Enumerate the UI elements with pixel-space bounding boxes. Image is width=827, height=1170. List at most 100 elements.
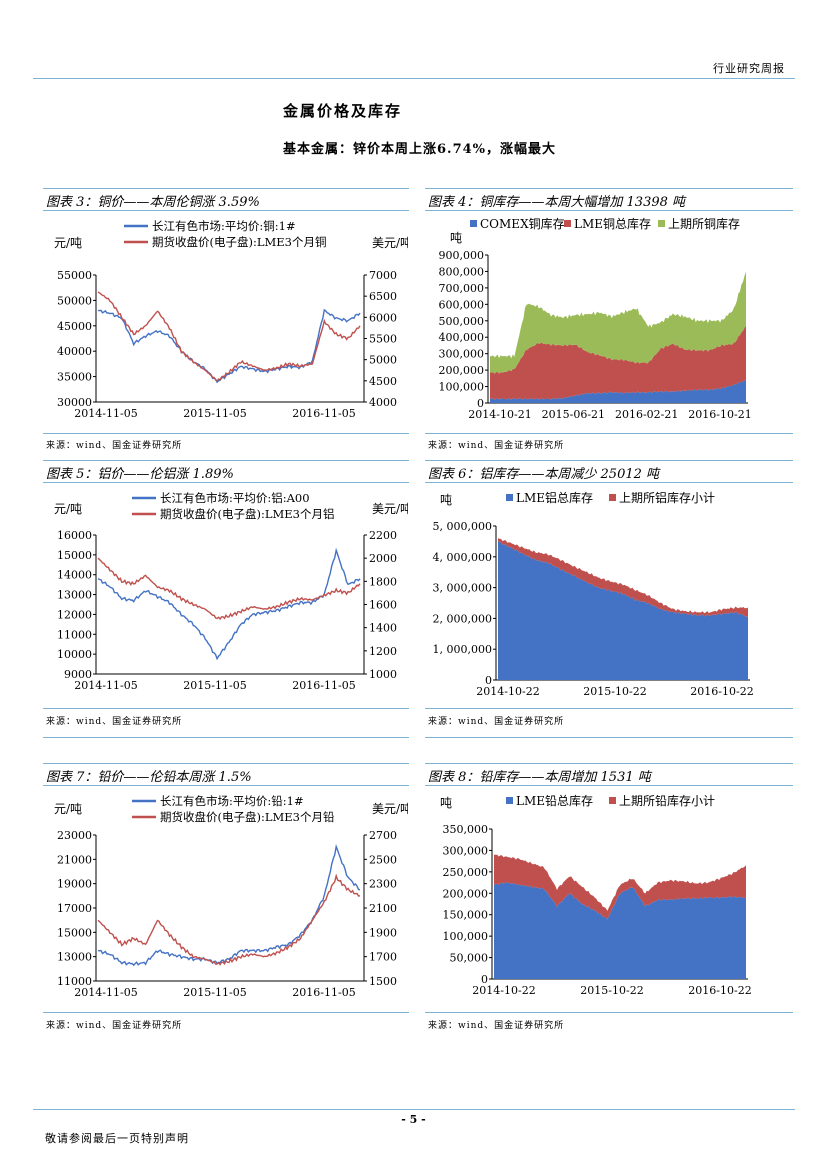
y-tick-label: 40000 bbox=[57, 345, 92, 358]
chart-aluminum-price: 1600015000140001300012000110001000090002… bbox=[54, 491, 408, 692]
y-tick-label: 200,000 bbox=[439, 364, 485, 377]
y2-tick-label: 2000 bbox=[369, 552, 397, 565]
y-unit-label: 元/吨 bbox=[54, 236, 82, 250]
figure-5-caption: 图表 5：铝价——伦铝涨 1.89% bbox=[46, 467, 234, 482]
y-tick-label: 150,000 bbox=[443, 909, 489, 922]
y-tick-label: 13000 bbox=[57, 589, 92, 602]
legend-label: 长江有色市场:平均价:铜:1# bbox=[152, 219, 296, 233]
x-tick-label: 2014-11-05 bbox=[74, 407, 137, 420]
x-tick-label: 2014-10-21 bbox=[468, 408, 531, 421]
y-tick-label: 21000 bbox=[57, 853, 92, 866]
legend-label: 期货收盘价(电子盘):LME3个月铜 bbox=[152, 235, 326, 249]
x-tick-label: 2016-11-05 bbox=[292, 407, 355, 420]
y-tick-label: 0 bbox=[481, 973, 488, 986]
legend-label: 上期所铝库存小计 bbox=[619, 490, 715, 505]
series-area-0 bbox=[498, 541, 748, 680]
y-tick-label: 600,000 bbox=[439, 298, 485, 311]
legend-label: 期货收盘价(电子盘):LME3个月铅 bbox=[160, 810, 335, 824]
x-tick-label: 2016-10-21 bbox=[688, 408, 751, 421]
y-tick-label: 9000 bbox=[64, 668, 92, 681]
x-tick-label: 2015-11-05 bbox=[183, 407, 246, 420]
y-tick-label: 200,000 bbox=[443, 887, 489, 900]
y-tick-label: 2, 000,000 bbox=[433, 612, 492, 625]
series-area-1 bbox=[490, 325, 746, 400]
y2-tick-label: 2700 bbox=[369, 829, 397, 842]
figure-6-source: 来源：wind、国金证券研究所 bbox=[428, 717, 565, 727]
legend-swatch bbox=[470, 220, 477, 227]
y2-unit-label: 美元/吨 bbox=[372, 236, 408, 250]
series-area-1 bbox=[494, 854, 746, 920]
legend-swatch bbox=[609, 494, 616, 501]
chart-aluminum-inventory: 5, 000,000 4, 000,000 3, 000,000 2, 000,000… bbox=[433, 490, 754, 698]
y-tick-label: 100,000 bbox=[439, 381, 485, 394]
series-line-lme bbox=[97, 557, 361, 621]
y-tick-label: 400,000 bbox=[439, 331, 485, 344]
y-tick-label: 700,000 bbox=[439, 282, 485, 295]
legend-label: 上期所铜库存 bbox=[668, 216, 740, 231]
footer-rule bbox=[33, 1109, 795, 1110]
x-tick-label: 2015-11-05 bbox=[183, 679, 246, 692]
series-line-changjiang bbox=[97, 844, 361, 967]
x-tick-label: 2014-10-22 bbox=[476, 685, 539, 698]
x-tick-label: 2014-11-05 bbox=[74, 679, 137, 692]
figure-8-source: 来源：wind、国金证券研究所 bbox=[428, 1021, 565, 1031]
series-area-1 bbox=[498, 538, 748, 617]
y-tick-label: 16000 bbox=[57, 529, 92, 542]
x-tick-label: 2016-10-22 bbox=[688, 984, 751, 997]
y-unit-label: 吨 bbox=[440, 493, 452, 507]
y-tick-label: 250,000 bbox=[443, 866, 489, 879]
y-tick-label: 19000 bbox=[57, 878, 92, 891]
y-tick-label: 0 bbox=[485, 674, 492, 687]
chart-copper-price: 55000 50000 45000 40000 35000 30000 7000 6500 60… bbox=[54, 219, 408, 420]
y-tick-label: 900,000 bbox=[439, 249, 485, 262]
y-tick-label: 35000 bbox=[57, 371, 92, 384]
y2-tick-label: 2200 bbox=[369, 529, 397, 542]
y-tick-label: 10000 bbox=[57, 648, 92, 661]
series-area-2 bbox=[490, 271, 746, 374]
y2-tick-label: 1800 bbox=[369, 575, 397, 588]
y2-tick-label: 2300 bbox=[369, 878, 397, 891]
y2-tick-label: 1700 bbox=[369, 951, 397, 964]
legend-label: COMEX铜库存 bbox=[480, 216, 565, 231]
y-tick-label: 50000 bbox=[57, 294, 92, 307]
y-tick-label: 17000 bbox=[57, 902, 92, 915]
y-tick-label: 5, 000,000 bbox=[433, 520, 492, 533]
y-tick-label: 12000 bbox=[57, 608, 92, 621]
y-tick-label: 30000 bbox=[57, 396, 92, 409]
y-tick-label: 4, 000,000 bbox=[433, 551, 492, 564]
section-subtitle: 基本金属：锌价本周上涨6.74%，涨幅最大 bbox=[283, 142, 557, 157]
x-tick-label: 2015-10-22 bbox=[583, 685, 646, 698]
y-tick-label: 55000 bbox=[57, 269, 92, 282]
series-area-0 bbox=[490, 380, 746, 403]
y-tick-label: 500,000 bbox=[439, 315, 485, 328]
y-tick-label: 3, 000,000 bbox=[433, 582, 492, 595]
legend-swatch bbox=[609, 797, 616, 804]
figure-5-source: 来源：wind、国金证券研究所 bbox=[46, 717, 183, 727]
legend-label: 上期所铅库存小计 bbox=[619, 793, 715, 808]
footer-disclaimer: 敬请参阅最后一页特别声明 bbox=[45, 1132, 189, 1145]
series-line-lme bbox=[97, 291, 361, 382]
legend-swatch bbox=[506, 797, 513, 804]
y2-tick-label: 6500 bbox=[369, 290, 397, 303]
x-tick-label: 2015-11-05 bbox=[183, 986, 246, 999]
y-unit-label: 元/吨 bbox=[54, 502, 82, 516]
y-tick-label: 350,000 bbox=[443, 823, 489, 836]
report-type: 行业研究周报 bbox=[713, 62, 785, 75]
legend-label: LME铝总库存 bbox=[516, 490, 593, 505]
figure-7-source: 来源：wind、国金证券研究所 bbox=[46, 1021, 183, 1031]
figure-6-caption: 图表 6：铝库存——本周减少 25012 吨 bbox=[428, 467, 660, 482]
y2-tick-label: 7000 bbox=[369, 269, 397, 282]
header-rule bbox=[33, 78, 795, 79]
y-tick-label: 23000 bbox=[57, 829, 92, 842]
chart-lead-price: 23000 21000 19000 17000 15000 13000 11000 2700 2… bbox=[54, 794, 408, 999]
y-tick-label: 300,000 bbox=[443, 844, 489, 857]
y2-tick-label: 5500 bbox=[369, 333, 397, 346]
y-tick-label: 0 bbox=[477, 397, 484, 410]
x-tick-label: 2014-10-22 bbox=[472, 984, 535, 997]
series-line-lme bbox=[97, 873, 361, 966]
y2-tick-label: 1400 bbox=[369, 622, 397, 635]
y2-tick-label: 1500 bbox=[369, 975, 397, 988]
x-tick-label: 2015-10-22 bbox=[580, 984, 643, 997]
series-line-changjiang bbox=[97, 547, 361, 661]
y2-unit-label: 美元/吨 bbox=[372, 502, 408, 516]
